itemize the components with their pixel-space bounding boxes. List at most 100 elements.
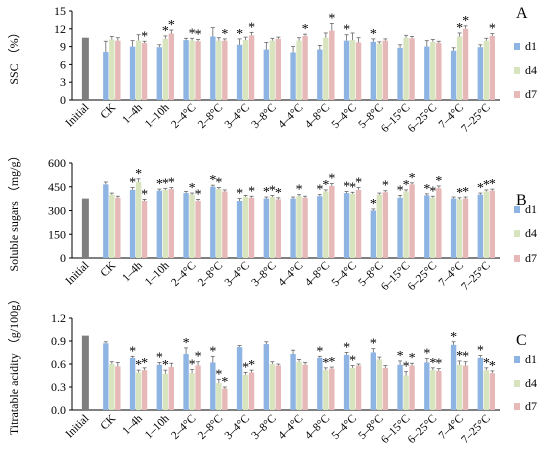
bar-d4 xyxy=(376,194,383,258)
bar-d1 xyxy=(317,49,323,100)
y-tick-label: 6 xyxy=(60,57,66,71)
significance-star: * xyxy=(370,27,377,42)
bar-d7 xyxy=(355,365,362,410)
significance-star: * xyxy=(462,185,469,200)
bar-d7 xyxy=(462,365,469,410)
bar-d1 xyxy=(263,344,270,410)
y-tick-label: 150 xyxy=(48,227,66,241)
bar-d1 xyxy=(210,362,216,410)
bar-d4 xyxy=(269,40,276,100)
significance-star: * xyxy=(195,350,202,365)
bar-d1 xyxy=(263,49,270,100)
bar-d4 xyxy=(349,367,356,410)
significance-star: * xyxy=(328,355,335,370)
bar-d7 xyxy=(195,365,201,410)
legend-swatch-d1 xyxy=(514,43,520,50)
bar-d7 xyxy=(302,35,308,100)
bar-d7 xyxy=(489,35,496,100)
bar-d4 xyxy=(483,191,490,258)
x-tick-label: 7–25°C xyxy=(459,412,493,446)
significance-star: * xyxy=(156,350,163,365)
x-tick-label: 2–8°C xyxy=(196,259,226,289)
bar-d7 xyxy=(355,42,362,100)
bar-d7 xyxy=(115,40,121,100)
bar-d1 xyxy=(317,357,323,410)
significance-star: * xyxy=(316,344,323,359)
bar-d4 xyxy=(269,197,276,258)
significance-star: * xyxy=(450,330,457,345)
bar-d4 xyxy=(403,37,409,100)
bar-d4 xyxy=(376,43,383,100)
significance-star: * xyxy=(435,174,442,189)
bar-d4 xyxy=(216,40,222,100)
legend-label-d1: d1 xyxy=(525,39,537,53)
bar-d4 xyxy=(109,39,115,100)
bar-d4 xyxy=(349,40,356,100)
bar-d4 xyxy=(430,370,436,410)
bar-d7 xyxy=(382,192,389,258)
bar-d7 xyxy=(409,38,415,100)
x-tick-label: 6–25°C xyxy=(406,412,440,446)
significance-star: * xyxy=(397,183,404,198)
bar-d4 xyxy=(430,197,436,258)
legend-label-d1: d1 xyxy=(525,202,537,216)
significance-star: * xyxy=(296,183,303,198)
bar-d7 xyxy=(141,370,148,410)
y-tick-label: 450 xyxy=(48,180,66,194)
bar-d7 xyxy=(436,43,442,100)
bar-d1 xyxy=(450,344,457,410)
x-tick-label: 6–15°C xyxy=(379,101,413,135)
significance-star: * xyxy=(248,20,255,35)
significance-star: * xyxy=(343,180,350,195)
legend-swatch-d4 xyxy=(514,67,520,74)
bar-d7 xyxy=(302,197,308,258)
x-tick-label: 1–10h xyxy=(143,259,172,288)
significance-star: * xyxy=(322,356,329,371)
y-tick-label: 3 xyxy=(60,75,66,89)
significance-star: * xyxy=(195,27,202,42)
significance-star: * xyxy=(343,341,350,356)
x-tick-label: 3–4°C xyxy=(223,259,253,289)
bar-d7 xyxy=(168,33,175,101)
significance-star: * xyxy=(215,176,222,191)
bar-d1 xyxy=(290,198,296,258)
significance-star: * xyxy=(423,347,430,362)
y-tick-label: 0 xyxy=(60,93,66,107)
bar-d1 xyxy=(343,40,350,100)
bar-d4 xyxy=(162,373,169,410)
x-tick-label: 1–10h xyxy=(143,101,172,130)
bar-d4 xyxy=(189,40,195,100)
bar-d1 xyxy=(129,189,136,258)
y-tick-label: 300 xyxy=(48,204,66,218)
bar-d1 xyxy=(183,40,189,100)
bar-d7 xyxy=(141,43,148,100)
significance-star: * xyxy=(429,184,436,199)
bar-d1 xyxy=(156,364,163,410)
y-tick-label: 1.2 xyxy=(51,311,66,325)
bar-d1 xyxy=(183,193,189,258)
significance-star: * xyxy=(483,178,490,193)
bar-d1 xyxy=(129,357,136,410)
significance-star: * xyxy=(343,23,350,38)
significance-star: * xyxy=(275,186,282,201)
panel-label: A xyxy=(516,5,528,22)
significance-star: * xyxy=(168,18,175,33)
bar-d7 xyxy=(302,364,308,410)
significance-star: * xyxy=(156,177,163,192)
significance-star: * xyxy=(195,187,202,202)
bar-d1 xyxy=(290,52,296,100)
bar-d1 xyxy=(424,362,430,410)
y-tick-label: 15 xyxy=(54,4,66,18)
bar-d7 xyxy=(115,197,121,258)
x-tick-label: 2–4°C xyxy=(169,101,199,131)
significance-star: * xyxy=(423,182,430,197)
bar-d4 xyxy=(403,375,409,410)
bar-d7 xyxy=(115,366,121,410)
significance-star: * xyxy=(456,21,463,36)
x-tick-label: 5–4°C xyxy=(330,259,360,289)
bar-d1 xyxy=(317,196,323,258)
bar-d4 xyxy=(189,373,195,410)
significance-star: * xyxy=(382,179,389,194)
significance-star: * xyxy=(462,14,469,29)
